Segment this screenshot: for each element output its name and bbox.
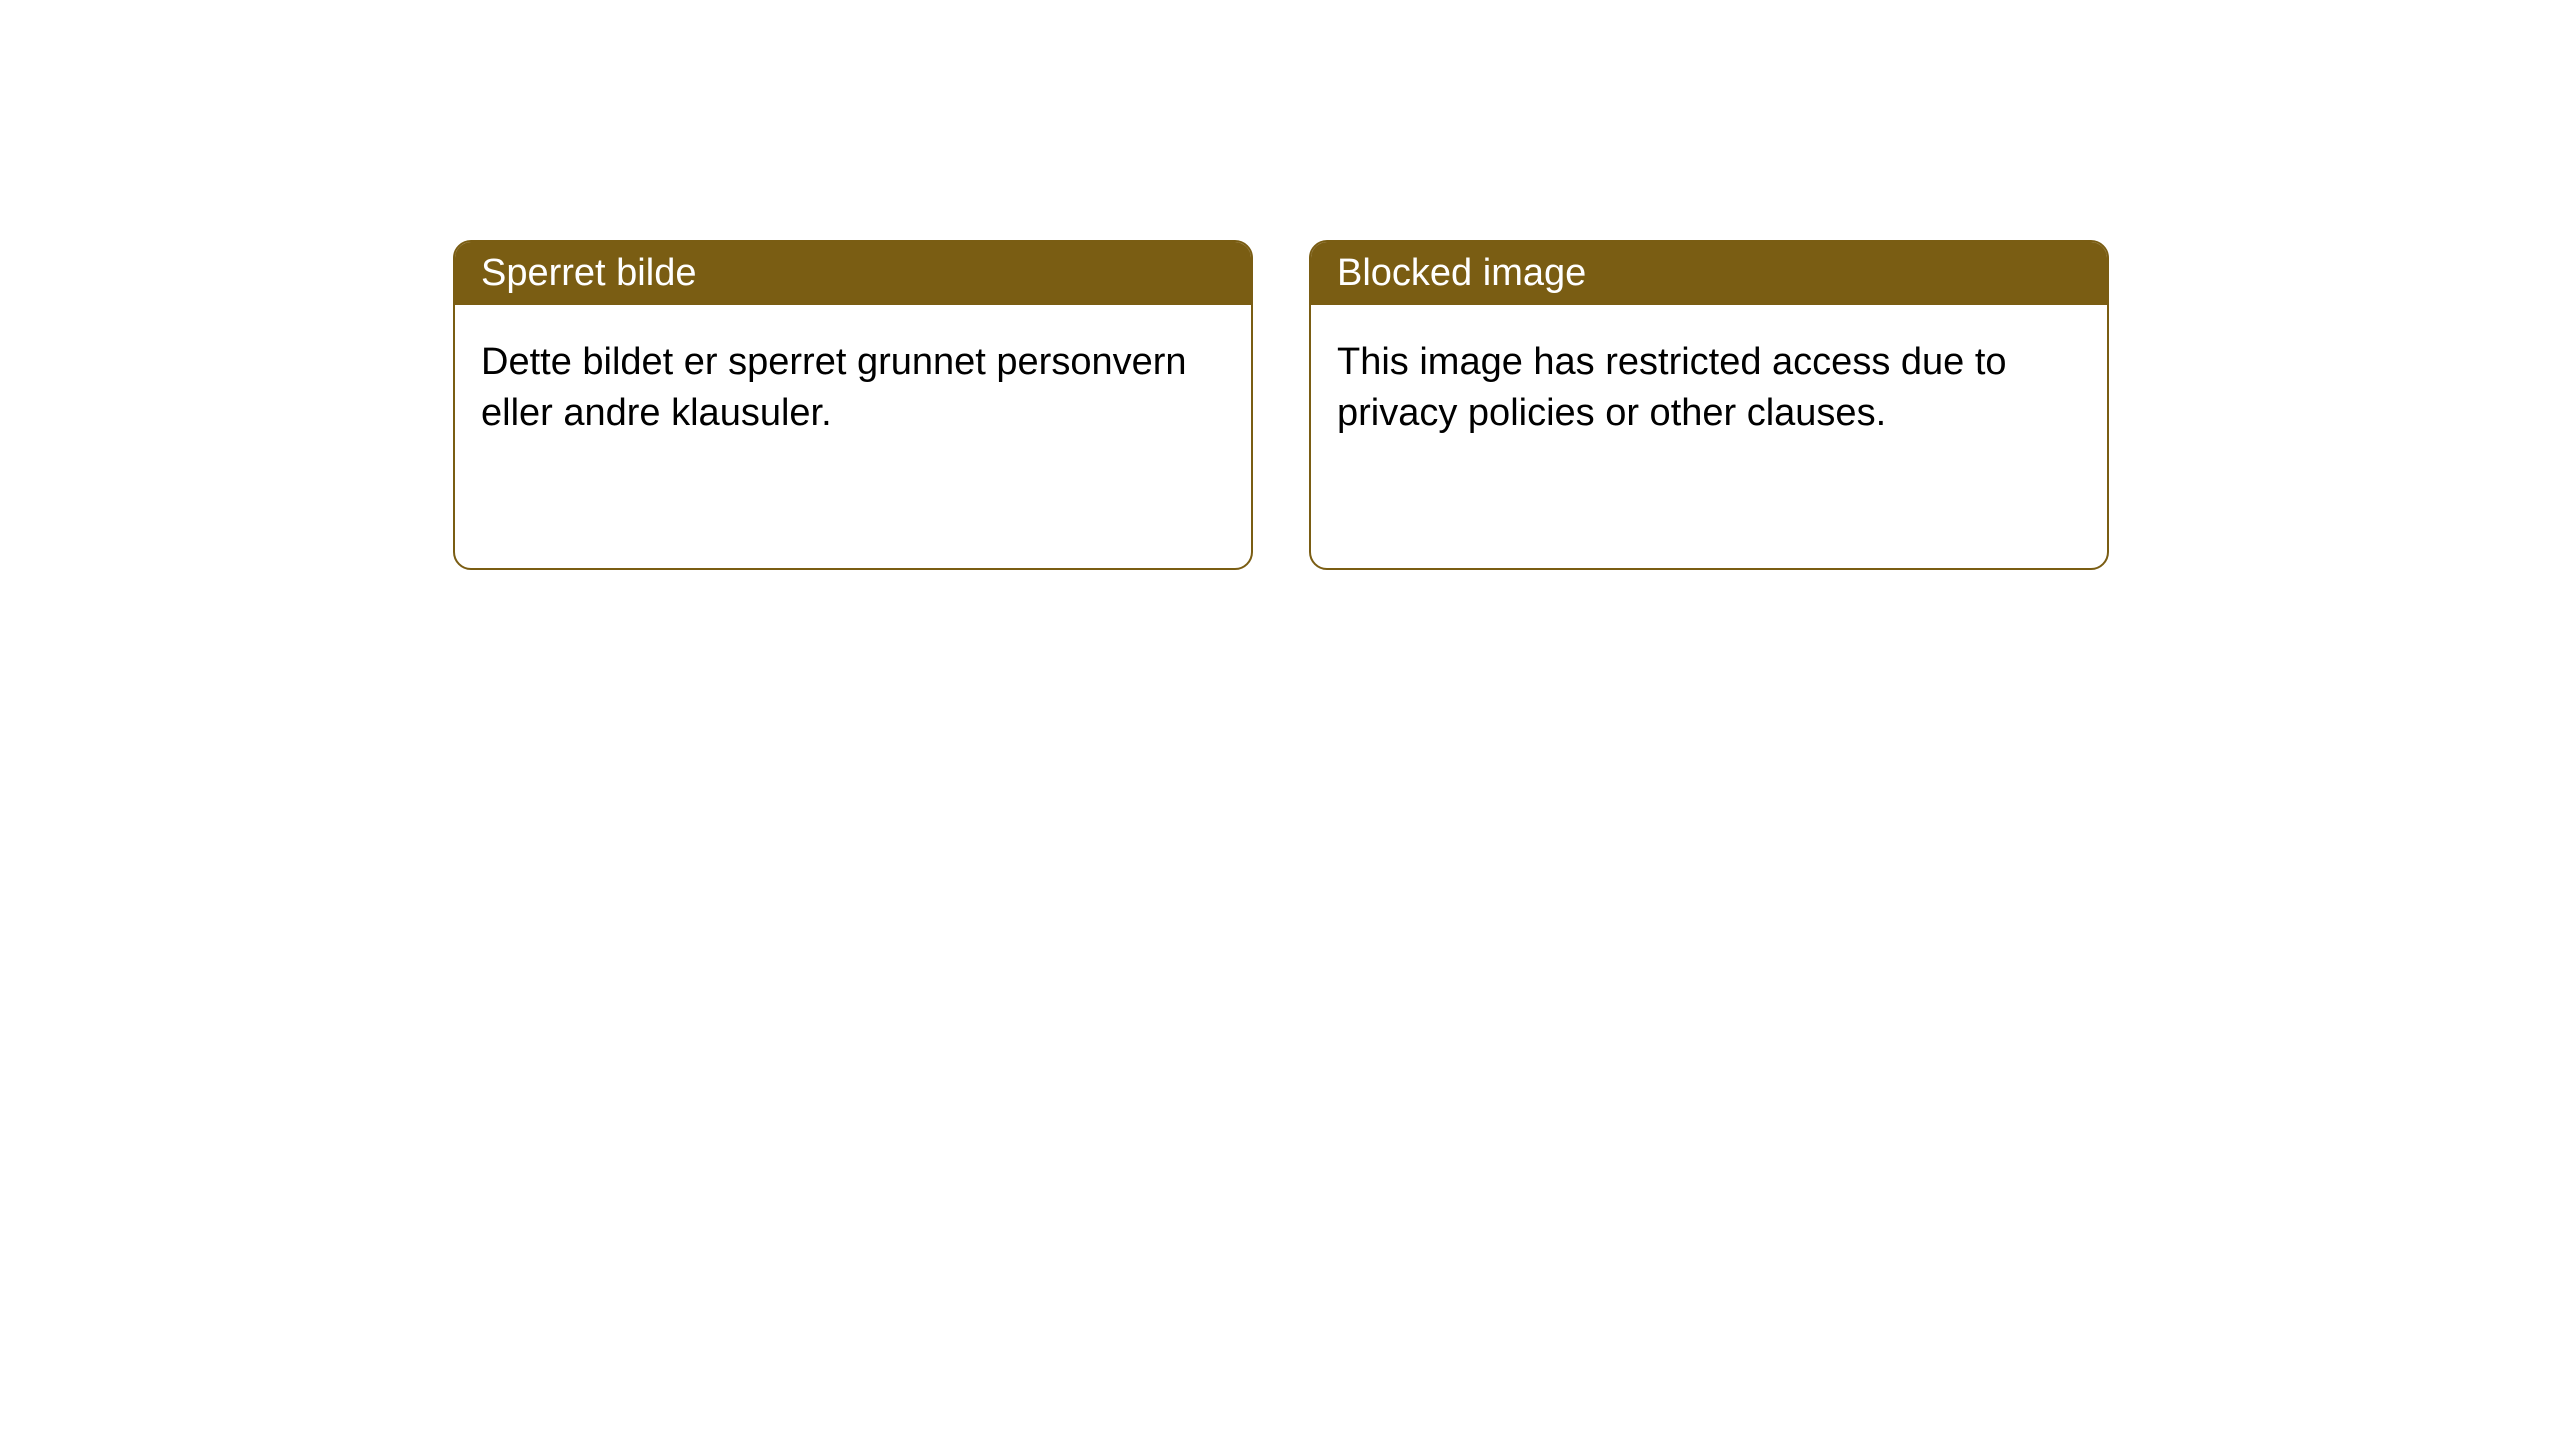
- notice-box-norwegian: Sperret bilde Dette bildet er sperret gr…: [453, 240, 1253, 570]
- notice-body: This image has restricted access due to …: [1311, 305, 2107, 472]
- notice-header: Sperret bilde: [455, 242, 1251, 305]
- notice-header: Blocked image: [1311, 242, 2107, 305]
- notices-container: Sperret bilde Dette bildet er sperret gr…: [453, 240, 2109, 570]
- notice-title: Sperret bilde: [481, 252, 696, 294]
- notice-body-text: This image has restricted access due to …: [1337, 341, 2007, 434]
- notice-box-english: Blocked image This image has restricted …: [1309, 240, 2109, 570]
- notice-title: Blocked image: [1337, 252, 1586, 294]
- notice-body: Dette bildet er sperret grunnet personve…: [455, 305, 1251, 472]
- notice-body-text: Dette bildet er sperret grunnet personve…: [481, 341, 1187, 434]
